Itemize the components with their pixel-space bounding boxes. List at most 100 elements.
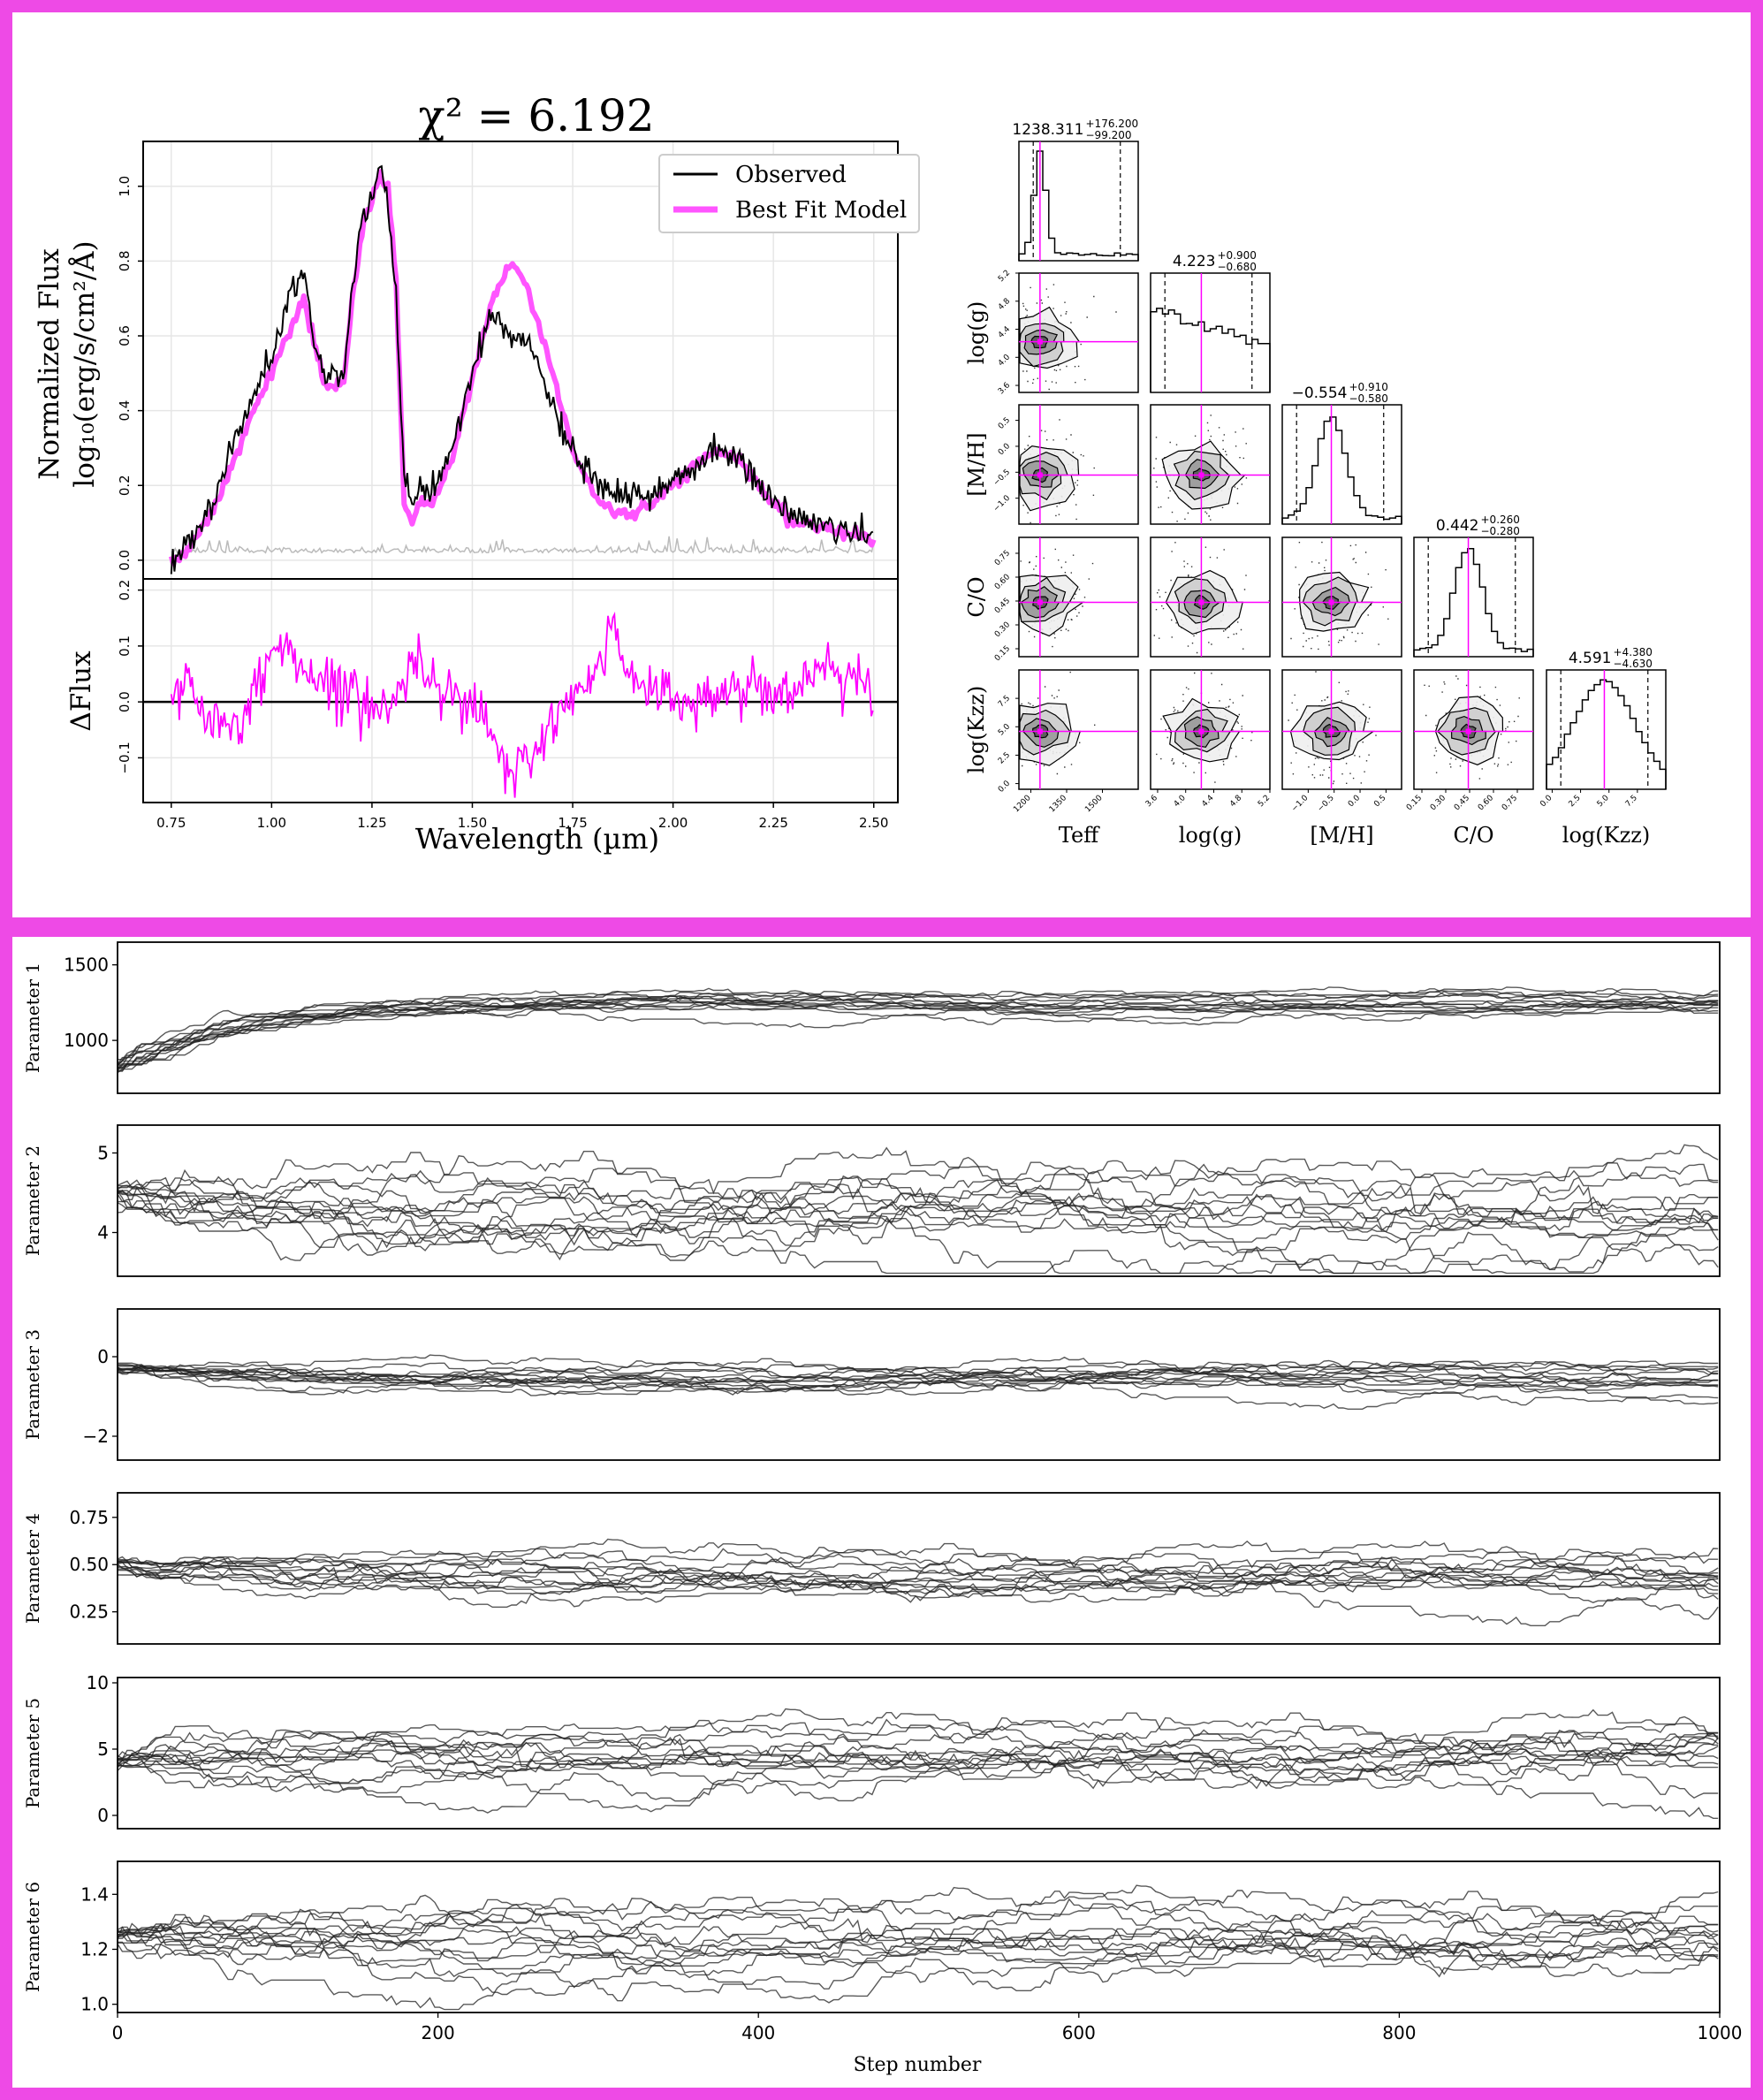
trace-walker-line (118, 1152, 1719, 1274)
corner-ytick-label: 0.15 (993, 644, 1012, 663)
corner-plot: 1238.311 +176.200−99.200 3.6 4.0 4.4 4.8 5.2 lo… (964, 118, 1667, 848)
spectrum-xtick-label: 1.00 (257, 815, 286, 831)
corner-median-point (1328, 599, 1334, 605)
corner-title-plus: +0.260 (1481, 514, 1520, 526)
trace-figure-panel (12, 937, 1751, 2088)
spectrum-ytick-label: 0.2 (117, 475, 133, 496)
corner-xtick-label: 1200 (1012, 794, 1032, 814)
corner-title-plus: +0.900 (1218, 249, 1257, 262)
trace-walker-line (117, 1186, 1719, 1244)
spectrum-xtick-label: 2.50 (859, 815, 888, 831)
corner-title-minus: −0.580 (1349, 392, 1388, 405)
corner-ylabel: log(Kzz) (964, 686, 989, 773)
trace-xtick-label: 800 (1382, 2022, 1416, 2043)
residual-axes-frame (142, 578, 899, 803)
trace-walker-line (117, 990, 1719, 1065)
trace-walker-line (117, 1156, 1719, 1263)
residual-ylabel: ΔFlux (65, 651, 97, 732)
trace-walker-line (118, 1894, 1719, 1983)
corner-ytick-label: 4.0 (997, 353, 1012, 368)
trace-ytick-label: 5 (97, 1739, 109, 1760)
corner-ytick-label: 0.45 (993, 597, 1012, 615)
residual-ytick-label: 0.0 (117, 691, 133, 712)
corner-xtick-label: 7.5 (1624, 794, 1639, 809)
trace-panel-1: 1000 1500 Parameter 1 (22, 941, 1721, 1094)
corner-xtick-label: 0.45 (1453, 794, 1471, 812)
trace-walker-line (118, 1538, 1719, 1580)
trace-ytick-label: 1.0 (80, 1994, 109, 2015)
corner-xlabel: [M/H] (1310, 823, 1373, 848)
trace-walker-line (117, 1146, 1719, 1228)
corner-cell-4-0: 0.0 2.5 5.0 7.5 log(Kzz) 1200 1350 1500 Teff (964, 669, 1139, 848)
trace-xtick-label: 0 (112, 2022, 124, 2043)
spectrum-observed-line (170, 164, 874, 574)
corner-ytick-label: 0.75 (993, 549, 1012, 567)
trace-walker-line (117, 986, 1719, 1066)
trace-walker-line (118, 1562, 1719, 1590)
corner-median-point (1198, 472, 1204, 478)
trace-ytick-label: 0.75 (69, 1507, 109, 1528)
corner-xtick-label: 0.60 (1477, 794, 1495, 812)
corner-ytick-label: 0.30 (993, 620, 1012, 639)
spectrum-xtick-label: 1.75 (558, 815, 587, 831)
residual-ytick-label: 0.2 (117, 580, 133, 601)
corner-title-plus: +0.910 (1349, 381, 1388, 393)
corner-xtick-label: −1.0 (1290, 794, 1311, 814)
trace-ylabel: Parameter 4 (22, 1513, 43, 1624)
corner-xlabel: Teff (1059, 823, 1100, 848)
corner-title-value: 0.442 (1436, 517, 1479, 535)
trace-walker-line (117, 1561, 1719, 1608)
trace-walker-line (118, 1886, 1719, 1996)
corner-xtick-label: 1500 (1083, 794, 1104, 814)
spectrum-xtick-label: 2.25 (758, 815, 787, 831)
corner-title-value: 4.591 (1569, 650, 1612, 667)
corner-median-point (1037, 472, 1043, 478)
spectrum-xtick-label: 2.00 (658, 815, 688, 831)
corner-ytick-label: 4.4 (997, 324, 1012, 339)
corner-median-point (1198, 728, 1204, 734)
trace-walker-line (118, 1891, 1719, 2004)
corner-cell-1-0: 3.6 4.0 4.4 4.8 5.2 log(g) (964, 269, 1139, 396)
corner-hist-4-4: 4.591 +4.380−4.630 0.0 2.5 5.0 7.5 log(Kzz) (1539, 646, 1667, 848)
trace-walker-line (118, 1722, 1719, 1790)
trace-ytick-label: 0 (97, 1346, 109, 1367)
trace-walker-line (117, 1737, 1719, 1789)
trace-walker-line (117, 1177, 1719, 1241)
corner-cell-3-0: 0.15 0.30 0.45 0.60 0.75C/O (964, 536, 1139, 663)
corner-axes-frame (1018, 536, 1139, 658)
spectrum-ylabel-line1: Normalized Flux (34, 248, 65, 480)
legend-model-label: Best Fit Model (735, 197, 907, 224)
trace-walker-line (117, 1174, 1719, 1274)
spectrum-xlabel: Wavelength (µm) (415, 822, 659, 856)
corner-xtick-label: 0.0 (1539, 794, 1554, 809)
corner-title-plus: +176.200 (1086, 118, 1139, 130)
trace-axes-frame (117, 1308, 1721, 1461)
spectrum-ytick-label: 0.8 (117, 250, 133, 271)
trace-xtick-label: 200 (422, 2022, 455, 2043)
corner-xtick-label: 2.5 (1567, 794, 1582, 809)
corner-xlabel: C/O (1453, 823, 1493, 848)
trace-walker-line (117, 1906, 1719, 1979)
corner-hist-3-3: 0.442 +0.260−0.280 (1413, 514, 1534, 658)
trace-panel-5: 0 5 10 Parameter 5 (22, 1672, 1721, 1830)
trace-xtick-label: 1000 (1698, 2022, 1743, 2043)
trace-walker-line (117, 1177, 1719, 1241)
trace-ytick-label: 0.25 (69, 1602, 109, 1623)
corner-xtick-label: 0.75 (1501, 794, 1519, 812)
corner-histogram (1150, 308, 1271, 392)
trace-axes-frame (117, 1860, 1721, 2013)
trace-walker-line (118, 998, 1719, 1069)
trace-ytick-label: 1000 (64, 1030, 109, 1051)
spectrum-ytick-label: 1.0 (117, 176, 133, 197)
trace-axes-frame (117, 941, 1721, 1094)
corner-title-value: 4.223 (1173, 253, 1216, 270)
legend-box (658, 154, 920, 233)
trace-walker-line (117, 1183, 1719, 1257)
trace-ytick-label: −2 (83, 1426, 109, 1447)
spectrum-legend: Observed Best Fit Model (658, 154, 920, 233)
spectrum-ytick-label: 0.4 (117, 400, 133, 422)
corner-xtick-label: 4.0 (1173, 794, 1188, 809)
residual-ytick-label: 0.1 (117, 635, 133, 657)
corner-axes-frame (1150, 272, 1271, 393)
